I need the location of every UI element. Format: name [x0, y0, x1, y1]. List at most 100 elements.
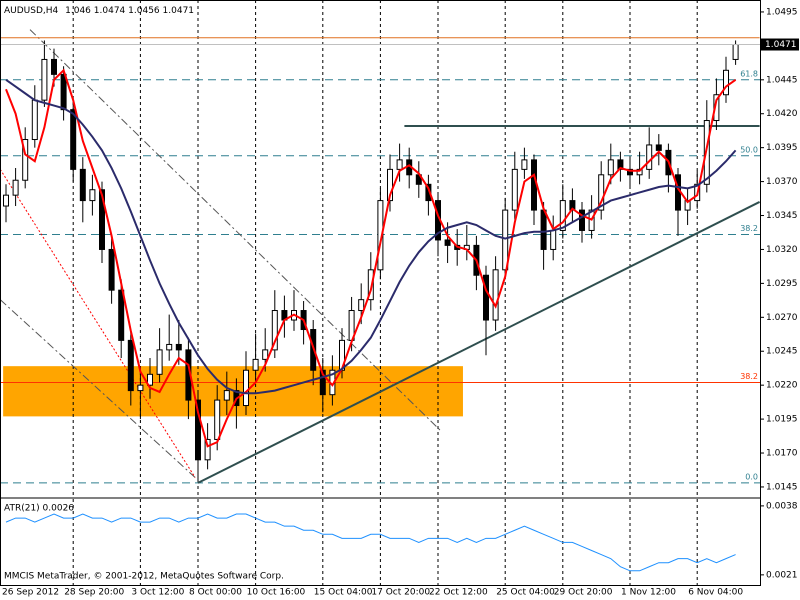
level-label: 50.0 [740, 145, 758, 154]
candle-body [70, 109, 77, 170]
y-tick-label: 1.0445 [766, 75, 798, 85]
candle-body [607, 159, 614, 176]
y-tick-label: 1.0220 [766, 381, 798, 391]
candle-body [195, 399, 201, 461]
last-low: 1.0456 [128, 6, 160, 16]
level-label: 0.0 [745, 472, 758, 481]
y-tick-label: 1.0170 [766, 449, 798, 459]
candle-body [214, 399, 221, 440]
x-tick-label: 28 Sep 20:00 [64, 588, 124, 598]
candle-body [60, 73, 67, 111]
y-tick-label: 1.0270 [766, 313, 798, 323]
candle-body [579, 209, 585, 231]
candle-body [627, 168, 633, 176]
last-open: 1.046 [65, 6, 91, 16]
candle-body [655, 144, 662, 151]
x-tick-label: 22 Oct 12:00 [429, 588, 488, 598]
main-panel: 61.8 50.0 38.2 0.0 38.2 [0, 0, 760, 497]
candle-body [51, 58, 57, 75]
candle-body [511, 168, 518, 211]
candle-body [41, 58, 48, 101]
y-tick-label: 1.0195 [766, 415, 798, 425]
x-tick-label: 25 Oct 04:00 [496, 588, 555, 598]
candle-body [540, 209, 547, 250]
y-tick-label: 0.0038 [766, 501, 798, 511]
candle-body [243, 369, 249, 407]
candle-body [531, 159, 537, 211]
level-label: 38.2 [740, 224, 758, 233]
candle-body [166, 343, 173, 351]
candle-body [723, 69, 729, 96]
candle-body [175, 343, 182, 351]
x-tick-label: 8 Oct 00:00 [189, 588, 242, 598]
candle-body [271, 310, 278, 351]
candle-body [367, 269, 374, 301]
candle-body [444, 239, 451, 246]
frame [0, 0, 761, 586]
candle-body [12, 179, 19, 196]
y-tick-label: 1.0345 [766, 211, 798, 221]
candle-body [223, 390, 230, 401]
last-close: 1.0471 [163, 6, 195, 16]
y-tick-label: 1.0245 [766, 347, 798, 357]
x-tick-label: 26 Sep 2012 [2, 588, 59, 598]
symbol: AUDUSD,H4 [4, 6, 59, 16]
last-high: 1.0474 [94, 6, 126, 16]
atr-panel [5, 499, 736, 585]
trend-line [0, 169, 196, 478]
candle-body [156, 349, 163, 375]
candle-body [31, 99, 38, 141]
candle-body [598, 174, 605, 211]
candle-body [521, 159, 528, 170]
moving-average [5, 78, 737, 395]
candle-body [396, 159, 403, 170]
level-label: 61.8 [740, 69, 758, 78]
candle-body [550, 229, 557, 250]
y-tick-label: 1.0320 [766, 245, 798, 255]
candle-body [646, 144, 653, 170]
level-label: 38.2 [740, 372, 758, 381]
candle-body [492, 269, 499, 321]
y-tick-label: 1.0370 [766, 177, 798, 187]
chart-title: AUDUSD,H4 1.046 1.0474 1.0456 1.0471 [4, 6, 194, 16]
trend-line [197, 201, 760, 484]
candle-body [127, 339, 134, 392]
candle-body [3, 194, 9, 207]
footer: MMCIS MetaTrader, © 2001-2012, MetaQuote… [4, 572, 284, 582]
x-tick-label: 1 Nov 12:00 [621, 588, 676, 598]
atr-label: ATR(21) 0.0026 [4, 504, 74, 514]
candle-body [559, 200, 566, 231]
y-tick-label: 1.0295 [766, 279, 798, 289]
candle-body [118, 289, 125, 341]
candle-body [22, 139, 29, 181]
x-tick-label: 29 Oct 20:00 [554, 588, 613, 598]
x-tick-label: 3 Oct 12:00 [131, 588, 184, 598]
y-tick-label: 0.0021 [766, 570, 798, 580]
candle-body [732, 44, 739, 60]
x-tick-label: 6 Nov 04:00 [688, 588, 743, 598]
x-tick-label: 17 Oct 20:00 [371, 588, 430, 598]
candle-body [358, 299, 365, 312]
candle-body [319, 369, 326, 396]
candle-body [252, 358, 259, 371]
candle-body [262, 349, 269, 360]
candle-body [387, 168, 393, 202]
candle-body [108, 248, 115, 291]
x-tick-label: 15 Oct 04:00 [314, 588, 373, 598]
price-label-box [761, 38, 799, 51]
candle-body [502, 209, 509, 271]
price-label: 1.0471 [765, 40, 797, 50]
candle-body [137, 384, 144, 392]
y-tick-label: 1.0495 [766, 7, 798, 17]
candle-body [99, 189, 105, 250]
trend-line [0, 299, 196, 478]
x-tick-label: 10 Oct 16:00 [247, 588, 306, 598]
y-tick-label: 1.0420 [766, 109, 798, 119]
atr-line [5, 513, 736, 572]
candle-body [147, 373, 153, 386]
moving-average [5, 68, 737, 448]
y-tick-label: 1.0145 [766, 482, 798, 492]
y-tick-label: 1.0395 [766, 143, 798, 153]
